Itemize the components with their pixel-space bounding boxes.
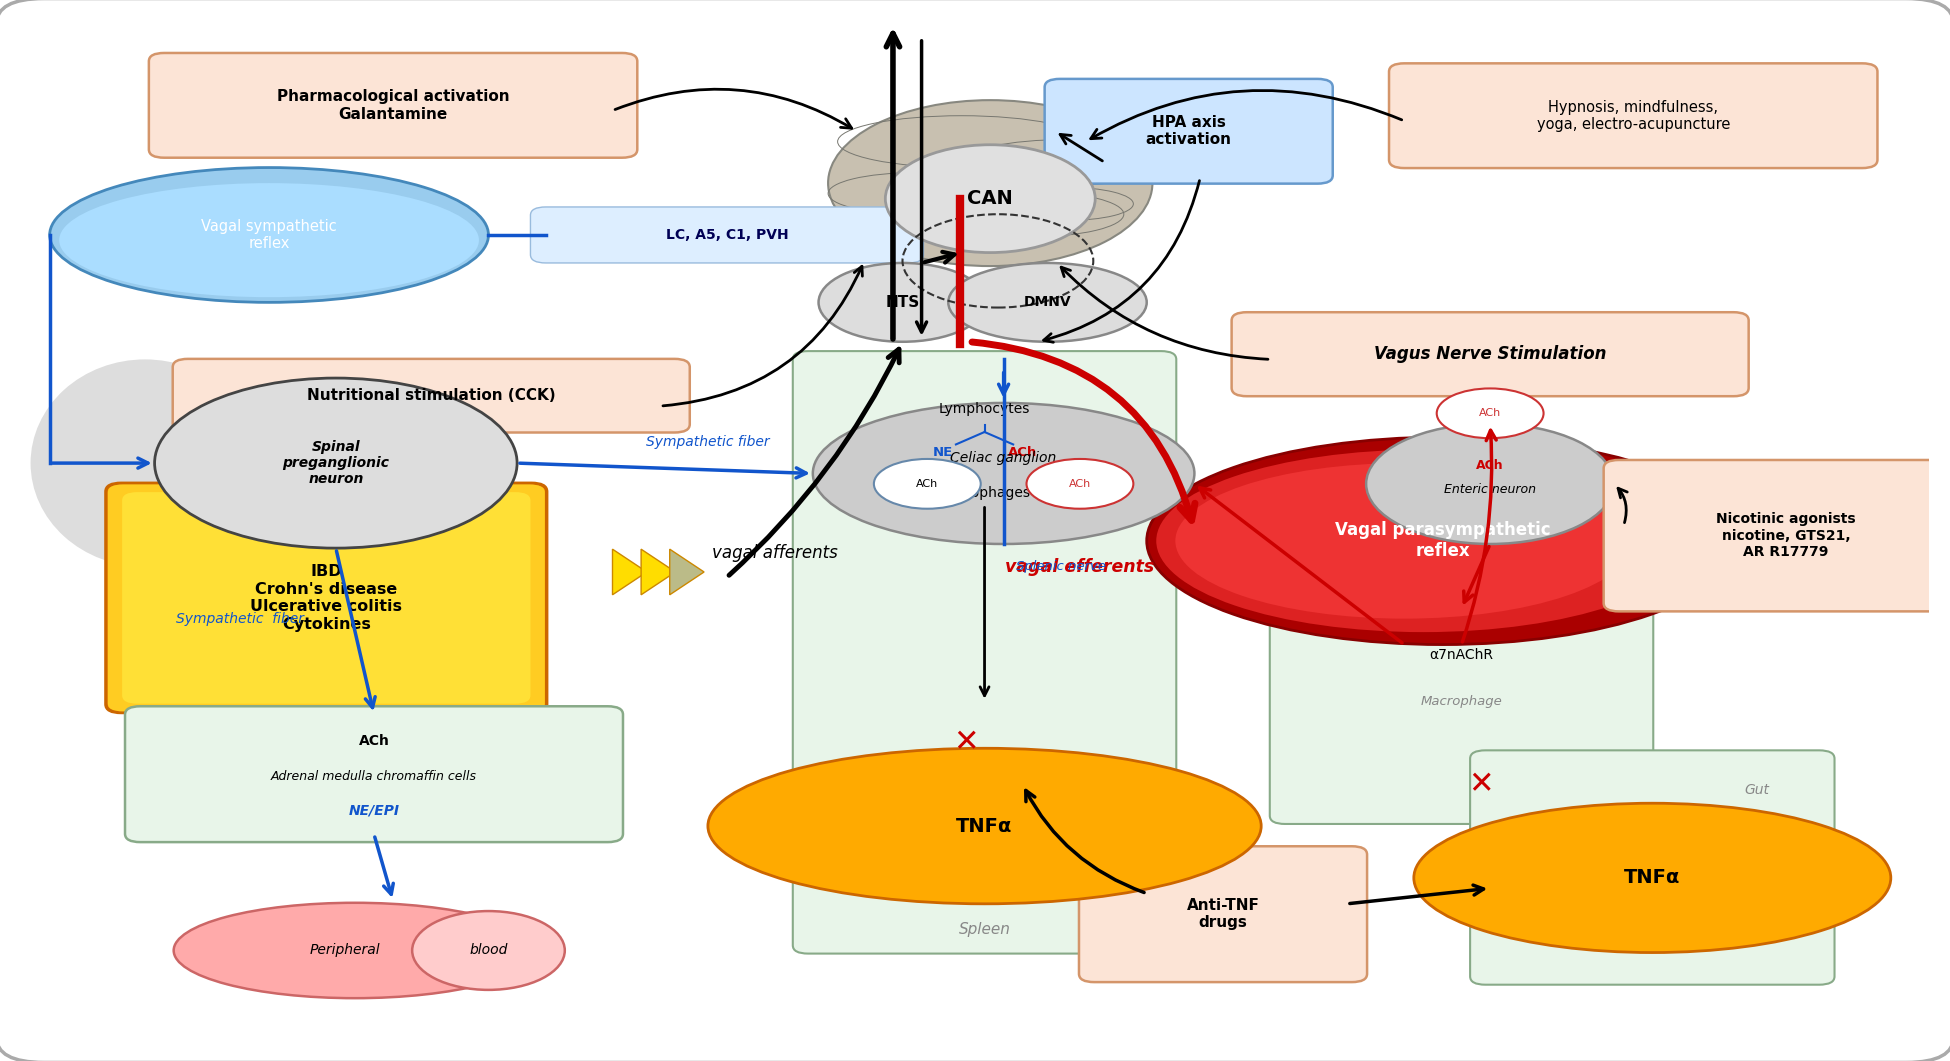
Ellipse shape — [819, 263, 987, 342]
Text: ACh: ACh — [359, 734, 390, 748]
Ellipse shape — [829, 100, 1152, 266]
Ellipse shape — [1147, 437, 1737, 645]
Text: Spleen: Spleen — [959, 922, 1010, 937]
Ellipse shape — [708, 748, 1262, 904]
Text: vagal efferents: vagal efferents — [1006, 558, 1154, 576]
Text: DMNV: DMNV — [1024, 295, 1071, 310]
Text: Peripheral: Peripheral — [310, 943, 380, 957]
Text: Nicotinic agonists
nicotine, GTS21,
AR R17779: Nicotinic agonists nicotine, GTS21, AR R… — [1716, 512, 1856, 559]
FancyBboxPatch shape — [148, 53, 638, 158]
Text: ✕: ✕ — [954, 729, 979, 758]
FancyBboxPatch shape — [174, 359, 690, 433]
Ellipse shape — [874, 459, 981, 508]
Ellipse shape — [1437, 388, 1544, 438]
FancyBboxPatch shape — [125, 707, 622, 842]
Ellipse shape — [1026, 459, 1133, 508]
Text: Sympathetic fiber: Sympathetic fiber — [645, 435, 770, 450]
Ellipse shape — [1367, 423, 1615, 544]
Text: IBD
Crohn's disease
Ulcerative colitis
Cytokines: IBD Crohn's disease Ulcerative colitis C… — [250, 564, 402, 631]
Text: TNFα: TNFα — [1624, 868, 1681, 887]
FancyBboxPatch shape — [1470, 750, 1835, 985]
Text: Nutritional stimulation (CCK): Nutritional stimulation (CCK) — [306, 388, 556, 403]
Text: NE: NE — [932, 447, 954, 459]
Ellipse shape — [58, 184, 480, 297]
FancyBboxPatch shape — [105, 484, 546, 713]
FancyBboxPatch shape — [1603, 460, 1950, 611]
Text: Sympathetic  fiber: Sympathetic fiber — [176, 611, 304, 626]
Text: Enteric neuron: Enteric neuron — [1445, 483, 1537, 495]
Text: Anti-TNF
drugs: Anti-TNF drugs — [1188, 898, 1260, 930]
FancyBboxPatch shape — [123, 492, 530, 703]
FancyBboxPatch shape — [107, 485, 544, 712]
FancyBboxPatch shape — [1269, 599, 1654, 824]
Text: HPA axis
activation: HPA axis activation — [1147, 115, 1232, 147]
Polygon shape — [612, 550, 647, 595]
FancyBboxPatch shape — [1388, 64, 1878, 168]
FancyBboxPatch shape — [1232, 312, 1749, 396]
FancyBboxPatch shape — [1078, 847, 1367, 982]
Ellipse shape — [813, 403, 1195, 544]
Polygon shape — [642, 550, 675, 595]
Text: Adrenal medulla chromaffin cells: Adrenal medulla chromaffin cells — [271, 770, 478, 783]
Ellipse shape — [154, 378, 517, 549]
FancyBboxPatch shape — [794, 351, 1176, 954]
Text: Macrophage: Macrophage — [1422, 695, 1502, 708]
Text: Splenic nerve: Splenic nerve — [1016, 560, 1106, 573]
Text: blood: blood — [470, 943, 507, 957]
Text: NTS: NTS — [885, 295, 920, 310]
Ellipse shape — [174, 903, 536, 998]
Text: TNFα: TNFα — [956, 817, 1012, 836]
Ellipse shape — [1156, 450, 1691, 632]
Text: Pharmacological activation
Galantamine: Pharmacological activation Galantamine — [277, 89, 509, 122]
Text: Vagal parasympathetic
reflex: Vagal parasympathetic reflex — [1334, 521, 1550, 560]
Text: Hypnosis, mindfulness,
yoga, electro-acupuncture: Hypnosis, mindfulness, yoga, electro-acu… — [1537, 100, 1730, 132]
Polygon shape — [669, 550, 704, 595]
Text: CAN: CAN — [967, 189, 1014, 208]
Ellipse shape — [948, 263, 1147, 342]
Text: Macrophages: Macrophages — [938, 486, 1032, 500]
Text: LC, A5, C1, PVH: LC, A5, C1, PVH — [665, 228, 788, 242]
Text: ACh: ACh — [916, 479, 938, 489]
Ellipse shape — [1176, 463, 1634, 619]
Text: ACh: ACh — [1476, 458, 1503, 472]
Text: α7nAChR: α7nAChR — [1429, 648, 1494, 662]
Text: NE/EPI: NE/EPI — [349, 803, 400, 817]
Ellipse shape — [1414, 803, 1892, 953]
Text: Vagus Nerve Stimulation: Vagus Nerve Stimulation — [1375, 345, 1607, 363]
Text: vagal afferents: vagal afferents — [712, 544, 838, 562]
Ellipse shape — [411, 911, 566, 990]
Text: Gut: Gut — [1745, 783, 1771, 797]
Text: Lymphocytes: Lymphocytes — [938, 402, 1030, 416]
Text: ACh: ACh — [1008, 447, 1037, 459]
Ellipse shape — [31, 360, 259, 567]
Text: Vagal sympathetic
reflex: Vagal sympathetic reflex — [201, 219, 337, 251]
Text: ACh: ACh — [1478, 408, 1502, 418]
Ellipse shape — [49, 168, 489, 302]
Text: Spinal
preganglionic
neuron: Spinal preganglionic neuron — [283, 440, 390, 486]
Text: Celiac ganglion: Celiac ganglion — [950, 451, 1057, 465]
FancyBboxPatch shape — [1045, 79, 1332, 184]
Text: ACh: ACh — [1069, 479, 1092, 489]
FancyBboxPatch shape — [530, 207, 924, 263]
Ellipse shape — [885, 144, 1096, 253]
Text: ✕: ✕ — [1468, 770, 1494, 799]
